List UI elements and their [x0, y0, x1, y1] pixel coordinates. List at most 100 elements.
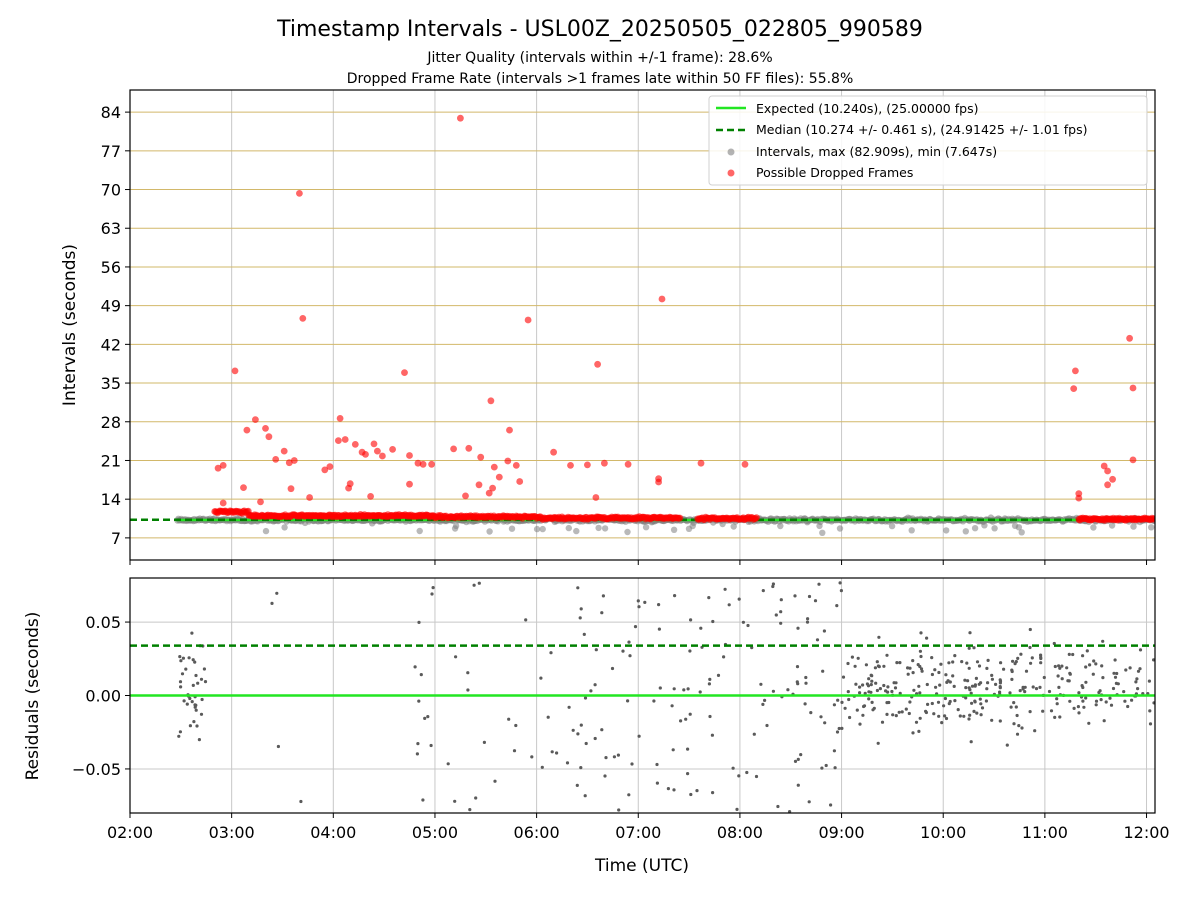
chart-title: Timestamp Intervals - USL00Z_20250505_02… [276, 17, 923, 42]
residuals-panel: 0.050.00−0.05 02:00 03:00 04:00 05:00 06:00 0… [23, 577, 1170, 876]
interval-point [416, 527, 423, 535]
residual-point [809, 711, 813, 715]
residual-point [966, 679, 970, 683]
residual-point [1148, 722, 1153, 726]
residual-point [1034, 687, 1039, 691]
legend-intervals-swatch [727, 148, 735, 156]
residual-point [1148, 709, 1152, 713]
dropped-frame-point [265, 433, 273, 441]
residual-point [672, 687, 676, 691]
residual-point [540, 765, 544, 769]
residual-point [185, 702, 189, 706]
residual-point [688, 649, 692, 653]
residual-point [1109, 703, 1114, 707]
intervals-y-axis-label: Intervals (seconds) [60, 244, 80, 406]
residual-point [833, 766, 837, 770]
residual-point [655, 762, 659, 767]
residual-point [1147, 679, 1151, 683]
residual-point [977, 664, 982, 668]
residual-point [1112, 671, 1116, 675]
residual-point [820, 766, 824, 770]
residual-point [906, 666, 910, 670]
residual-point [182, 699, 186, 703]
residual-point [873, 666, 878, 670]
residual-point [193, 705, 197, 709]
residual-point [973, 699, 977, 703]
residual-point [894, 714, 898, 718]
residual-point [1067, 652, 1071, 657]
residual-point [803, 702, 807, 706]
residual-point [973, 683, 978, 687]
residual-point [1152, 658, 1155, 662]
residual-point [194, 708, 198, 712]
residual-point [979, 713, 983, 717]
residual-point [972, 709, 976, 714]
residual-point [940, 721, 944, 725]
residual-point [578, 616, 582, 620]
residual-point [958, 714, 962, 718]
residual-point [943, 714, 947, 718]
residual-point [549, 651, 553, 655]
residual-point [1138, 667, 1142, 671]
residual-point [1055, 702, 1059, 706]
dropped-frame-point [379, 452, 386, 460]
dropped-frame-point [489, 484, 496, 492]
dropped-frame-point [367, 493, 374, 500]
residual-point [446, 762, 450, 766]
residual-point [900, 710, 904, 714]
dropped-frame-point [594, 360, 601, 368]
dropped-frame-point [457, 114, 464, 122]
residual-point [855, 708, 859, 712]
interval-point [262, 527, 270, 535]
residual-point [1087, 721, 1091, 725]
residual-point [576, 586, 580, 590]
residual-point [1008, 691, 1012, 695]
residual-point [850, 655, 855, 659]
residual-point [1084, 696, 1088, 700]
dropped-frame-point [1100, 462, 1108, 470]
residual-point [1138, 648, 1143, 652]
dropped-frame-point [550, 448, 557, 456]
residual-point [1055, 697, 1059, 701]
residual-point [187, 656, 191, 660]
residual-point [673, 594, 677, 598]
dropped-frame-point [1104, 481, 1111, 489]
residual-point [708, 714, 712, 719]
residual-point [1012, 722, 1016, 726]
residual-point [627, 640, 631, 644]
residual-point [898, 661, 902, 665]
residual-point [969, 740, 973, 744]
residual-point [804, 675, 808, 680]
intervals-y-tick-label: 7 [111, 529, 121, 548]
dropped-frame-point [475, 481, 483, 489]
residual-point [953, 699, 957, 703]
residual-point [666, 787, 671, 791]
residual-point [865, 682, 870, 686]
dropped-frame-point [624, 460, 632, 468]
interval-point [1148, 524, 1155, 531]
residual-point [951, 660, 955, 664]
interval-point [1108, 522, 1116, 529]
residual-point [1081, 654, 1085, 658]
residual-point [699, 626, 703, 630]
residual-point [1002, 667, 1006, 671]
residual-point [741, 620, 746, 624]
dropped-frame-point [306, 494, 313, 501]
residual-point [190, 700, 194, 704]
residual-point [804, 681, 808, 685]
interval-point [595, 524, 602, 532]
legend-expected-label: Expected (10.240s), (25.00000 fps) [756, 101, 978, 116]
residual-point [943, 696, 948, 701]
residual-point [657, 627, 662, 631]
residuals-x-ticks: 02:00 03:00 04:00 05:00 06:00 07:00 08:00 09:00… [107, 813, 1170, 842]
intervals-plot-frame [129, 89, 1156, 561]
residual-point [998, 719, 1002, 723]
residual-point [453, 799, 457, 803]
residual-point [643, 600, 647, 605]
residual-point [178, 730, 182, 734]
residual-point [275, 591, 279, 595]
residual-point [882, 683, 886, 688]
residual-point [843, 706, 847, 710]
dropped-frame-point [214, 464, 222, 472]
residuals-y-ticks: 0.05 0.00 −0.05 [72, 613, 130, 779]
